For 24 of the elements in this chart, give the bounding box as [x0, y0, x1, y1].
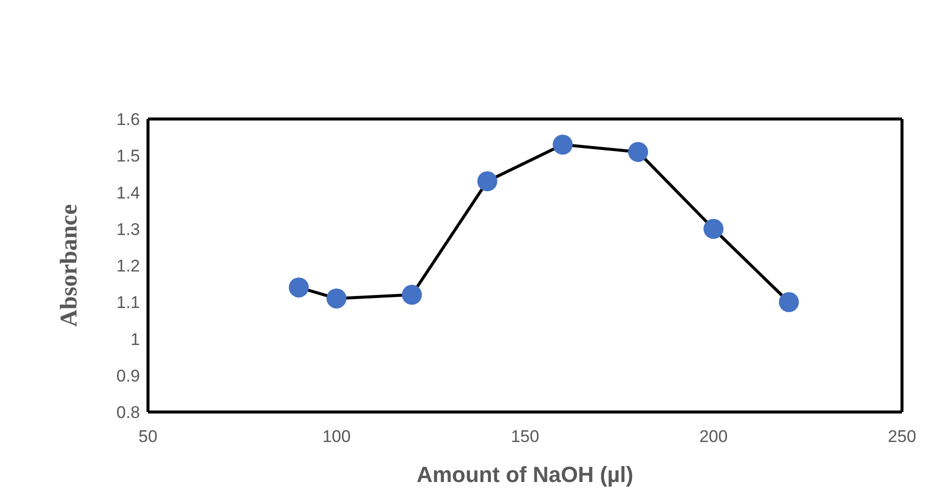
y-tick-label: 1.3: [116, 220, 140, 239]
point: [552, 134, 573, 155]
x-tick-label: 150: [510, 427, 540, 446]
y-tick-label: 1.1: [116, 293, 140, 312]
point: [288, 277, 309, 298]
point: [477, 171, 498, 192]
y-tick-label: 1.6: [116, 110, 140, 130]
x-tick-label: 200: [699, 427, 728, 446]
point: [778, 292, 799, 312]
point: [628, 142, 648, 162]
x-axis-title: Amount of NaOH (µl): [416, 462, 634, 487]
x-tick-label: 50: [138, 427, 158, 446]
y-tick-label: 1.5: [116, 146, 140, 166]
point: [402, 284, 422, 305]
y-tick-label: 0.8: [116, 403, 140, 422]
y-tick-label: 1.4: [116, 183, 140, 202]
y-tick-label: 1.2: [116, 256, 140, 276]
x-tick-label: 250: [888, 427, 916, 446]
point: [704, 218, 724, 239]
y-tick-label: 0.9: [116, 366, 140, 386]
y-tick-label: 1: [130, 330, 140, 349]
x-tick-label: 100: [322, 427, 351, 446]
y-axis-title: Absorbance: [56, 204, 83, 327]
point: [326, 288, 346, 308]
